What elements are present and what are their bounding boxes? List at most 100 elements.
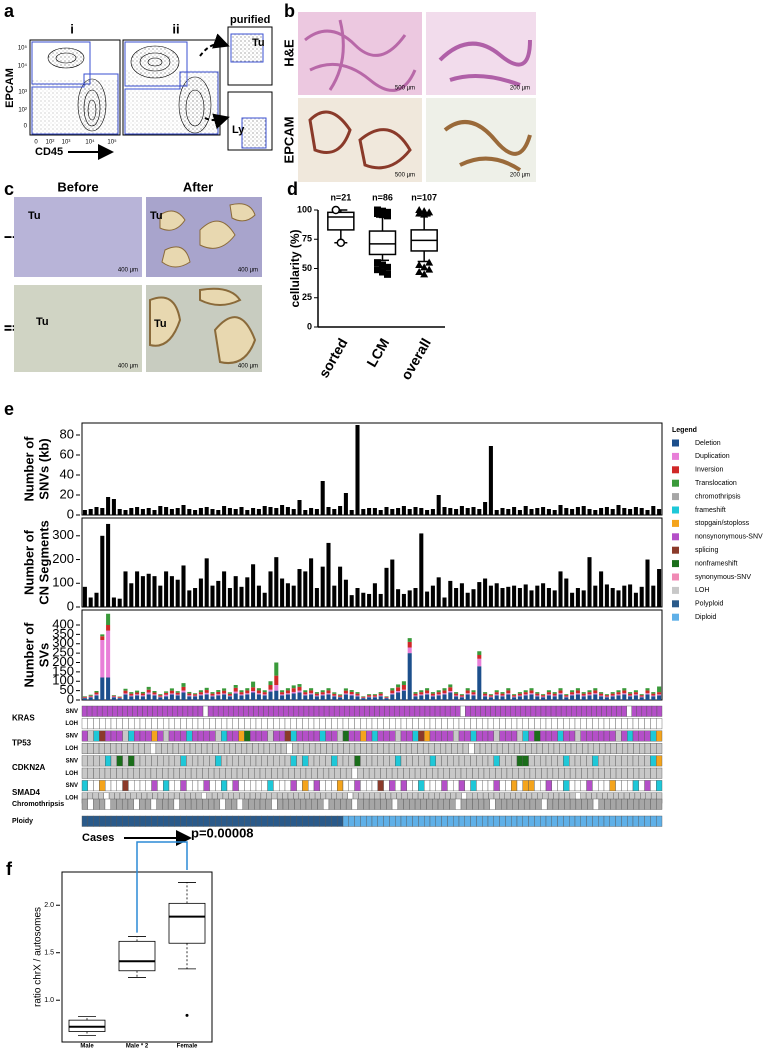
heatmap-cell bbox=[255, 718, 263, 730]
bar-segment bbox=[610, 695, 615, 697]
heatmap-cell bbox=[586, 730, 593, 742]
heatmap-cell bbox=[305, 767, 312, 779]
bar-segment bbox=[181, 686, 186, 691]
heatmap-cell bbox=[182, 705, 189, 717]
heatmap-cell bbox=[656, 815, 663, 827]
heatmap-cell bbox=[592, 730, 599, 742]
heatmap-cell bbox=[400, 755, 408, 767]
heatmap-cell bbox=[656, 767, 663, 779]
bar bbox=[94, 592, 99, 607]
bar bbox=[204, 558, 209, 607]
heatmap-cell bbox=[414, 767, 422, 779]
bar-segment bbox=[129, 695, 134, 697]
heatmap-cell bbox=[426, 798, 433, 810]
bar bbox=[604, 507, 609, 515]
heatmap-cell bbox=[474, 743, 481, 754]
bar bbox=[419, 508, 424, 515]
heatmap-cell bbox=[395, 815, 402, 827]
heatmap-cell bbox=[144, 798, 152, 810]
y-tick-label: 250 bbox=[52, 645, 74, 660]
bar bbox=[140, 576, 145, 607]
heatmap-cell bbox=[337, 780, 344, 792]
heatmap-cell bbox=[279, 730, 286, 742]
heatmap-cell bbox=[133, 780, 141, 792]
heatmap-cell bbox=[293, 705, 300, 717]
heatmap-cell bbox=[162, 718, 170, 730]
heatmap-cell bbox=[371, 743, 378, 754]
heatmap-cell bbox=[145, 718, 152, 730]
bar-segment bbox=[251, 681, 256, 688]
bar-segment bbox=[575, 688, 580, 691]
heatmap-cell bbox=[348, 755, 355, 767]
bar-segment bbox=[413, 695, 418, 697]
bar bbox=[628, 584, 633, 607]
heatmap-cell bbox=[87, 767, 94, 779]
legend-label: splicing bbox=[695, 547, 718, 554]
heatmap-cell bbox=[87, 780, 94, 792]
bar bbox=[135, 571, 140, 607]
bar-segment bbox=[604, 695, 609, 697]
bar bbox=[454, 509, 459, 515]
heatmap-cell bbox=[220, 718, 228, 730]
bar bbox=[581, 590, 586, 607]
heatmap-cell bbox=[564, 798, 571, 810]
heatmap-cell bbox=[377, 815, 384, 827]
heatmap-cell bbox=[197, 755, 205, 767]
bar-segment bbox=[546, 692, 551, 695]
bar-segment bbox=[285, 690, 290, 694]
heatmap-cell bbox=[499, 780, 506, 792]
heatmap-cell bbox=[122, 815, 129, 827]
gene-label: TP53 bbox=[12, 738, 32, 747]
scale-label: 400 µm bbox=[118, 364, 138, 370]
column-label: After bbox=[183, 179, 213, 194]
bar-segment bbox=[158, 696, 163, 698]
heatmap-cell bbox=[81, 767, 88, 779]
bar bbox=[355, 588, 360, 607]
heatmap-cell bbox=[360, 718, 367, 730]
heatmap-cell bbox=[284, 718, 292, 730]
heatmap-cell bbox=[377, 780, 384, 792]
heatmap-cell bbox=[574, 718, 582, 730]
scale-label: 400 µm bbox=[238, 268, 258, 274]
heatmap-cell bbox=[636, 705, 643, 717]
heatmap-cell bbox=[174, 755, 181, 767]
legend-label: chromothripsis bbox=[695, 493, 741, 500]
heatmap-cell bbox=[638, 798, 645, 810]
heatmap-cell bbox=[615, 798, 623, 810]
bar bbox=[471, 589, 476, 607]
bar-segment bbox=[320, 690, 325, 693]
heatmap-cell bbox=[633, 743, 640, 754]
bar bbox=[152, 510, 157, 515]
heatmap-cell bbox=[599, 743, 606, 754]
y-tick-label: 300 bbox=[52, 635, 74, 650]
heatmap-cell bbox=[238, 755, 245, 767]
tick-label: 10² bbox=[18, 108, 27, 114]
label: Ly bbox=[232, 124, 245, 136]
heatmap-cell bbox=[565, 705, 572, 717]
heatmap-cell bbox=[464, 755, 471, 767]
heatmap-cell bbox=[167, 705, 173, 717]
box bbox=[118, 940, 156, 972]
heatmap-cell bbox=[534, 718, 541, 730]
heatmap-cell bbox=[449, 767, 456, 779]
heatmap-cell bbox=[226, 718, 234, 730]
bar-segment bbox=[239, 695, 244, 700]
bar-segment bbox=[140, 696, 145, 700]
heatmap-cell bbox=[417, 743, 424, 754]
heatmap-cell bbox=[196, 767, 203, 779]
heatmap-cell bbox=[174, 718, 181, 730]
bar-segment bbox=[413, 696, 418, 700]
bar-segment bbox=[500, 693, 505, 696]
bar bbox=[604, 584, 609, 607]
heatmap-cell bbox=[244, 780, 251, 792]
heatmap-cell bbox=[318, 705, 325, 717]
y-tick-label: 1.5 bbox=[44, 950, 54, 957]
heatmap-cell bbox=[99, 718, 106, 730]
heatmap-cell bbox=[528, 780, 535, 792]
heatmap-cell bbox=[540, 780, 547, 792]
heatmap-cell bbox=[418, 718, 425, 730]
legend-swatch bbox=[672, 479, 679, 487]
heatmap-cell bbox=[337, 718, 344, 730]
heatmap-cell bbox=[93, 798, 100, 810]
heatmap-cell bbox=[359, 705, 365, 717]
